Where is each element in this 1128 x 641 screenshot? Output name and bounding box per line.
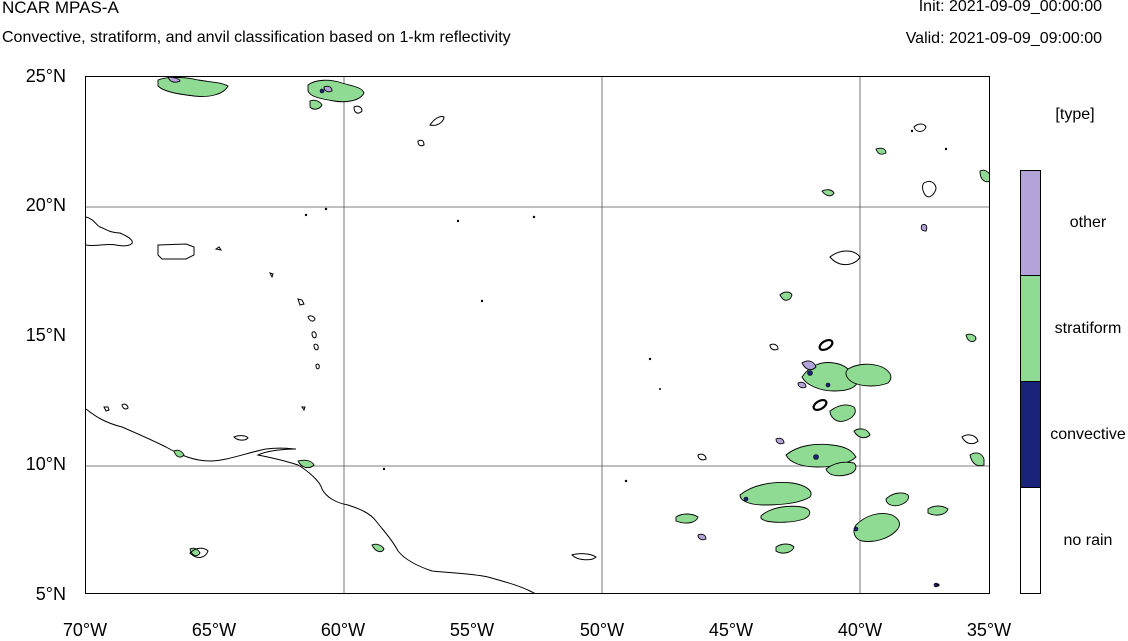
lon-label-35w: 35°W: [966, 620, 1012, 640]
lon-label-40w: 40°W: [837, 620, 883, 640]
legend-title: [type]: [1055, 106, 1095, 123]
small-contours: [189, 105, 979, 561]
stratiform-cells: [157, 77, 989, 557]
legend-label-no-rain: no rain: [1063, 532, 1113, 549]
map-panel[interactable]: [85, 76, 990, 594]
init-time: Init: 2021-09-09_00:00:00: [918, 0, 1102, 15]
lat-label-15n: 15°N: [25, 325, 66, 345]
legend-label-convective: convective: [1050, 426, 1126, 443]
valid-time: Valid: 2021-09-09_09:00:00: [905, 30, 1102, 47]
convective-cells: [319, 88, 939, 588]
small-dots: [304, 129, 948, 587]
legend-swatch-convective: [1020, 382, 1041, 488]
other-cells: [167, 77, 928, 541]
legend-label-other: other: [1069, 214, 1107, 231]
lat-label-25n: 25°N: [25, 66, 66, 86]
lon-label-65w: 65°W: [191, 620, 237, 640]
legend-swatch-stratiform: [1020, 276, 1041, 382]
lat-label-20n: 20°N: [25, 195, 66, 215]
lon-label-50w: 50°W: [579, 620, 625, 640]
coastlines: [86, 216, 536, 593]
graticule: [86, 77, 989, 593]
legend-swatch-no-rain: [1020, 488, 1041, 594]
lon-label-60w: 60°W: [320, 620, 366, 640]
lon-label-45w: 45°W: [708, 620, 754, 640]
map-canvas: [86, 77, 989, 593]
legend-label-stratiform: stratiform: [1054, 320, 1122, 337]
lon-label-55w: 55°W: [449, 620, 495, 640]
map-subtitle: Convective, stratiform, and anvil classi…: [2, 29, 511, 46]
lon-label-70w: 70°W: [62, 620, 108, 640]
map-title: NCAR MPAS-A: [2, 0, 119, 17]
lat-label-5n: 5°N: [35, 584, 66, 604]
legend-swatch-other: [1020, 170, 1041, 276]
lat-label-10n: 10°N: [25, 454, 66, 474]
